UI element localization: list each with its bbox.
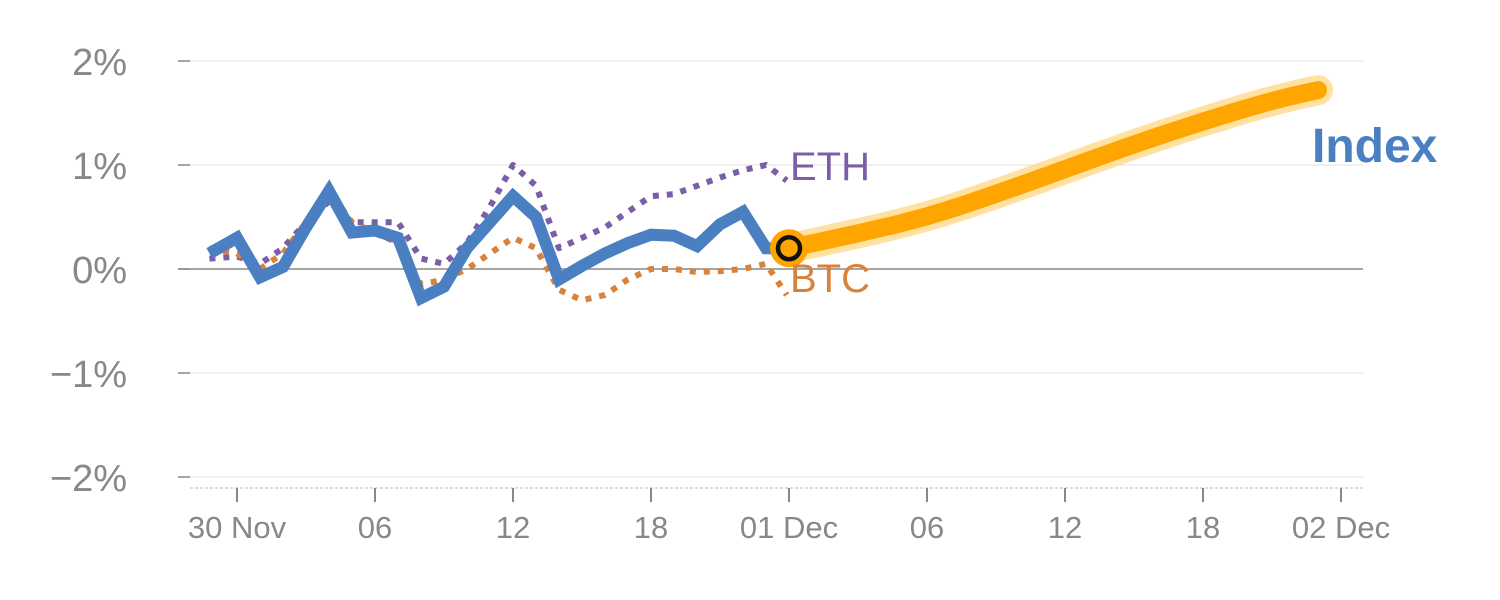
y-axis: 2% 1% 0% −1% −2% (50, 42, 190, 500)
x-tick-label: 06 (358, 510, 392, 545)
grid-layer (178, 60, 1363, 478)
x-tick-label: 30 Nov (188, 510, 287, 545)
x-tick-label: 18 (634, 510, 668, 545)
current-point-marker-ring (775, 234, 803, 262)
forecast-line (780, 81, 1327, 258)
x-tick-label: 18 (1186, 510, 1220, 545)
x-tick-label: 12 (496, 510, 530, 545)
x-axis: 30 Nov 06 12 18 01 Dec 06 12 18 02 Dec (188, 487, 1390, 545)
series-label-btc: BTC (790, 257, 870, 301)
x-tick-label: 06 (910, 510, 944, 545)
y-tick-label: 0% (72, 250, 127, 292)
x-tick-label: 02 Dec (1292, 510, 1390, 545)
y-tick-label: 2% (72, 42, 127, 84)
y-tick-label: −1% (50, 354, 127, 396)
x-tick-label: 12 (1048, 510, 1082, 545)
series-layer (206, 75, 1333, 307)
series-label-index: Index (1312, 120, 1438, 173)
series-label-eth: ETH (790, 145, 870, 189)
y-tick-label: 1% (72, 146, 127, 188)
series-line-index (206, 179, 789, 307)
x-tick-label: 01 Dec (740, 510, 838, 545)
current-point-marker-outer (770, 229, 808, 268)
y-tick-label: −2% (50, 458, 127, 500)
